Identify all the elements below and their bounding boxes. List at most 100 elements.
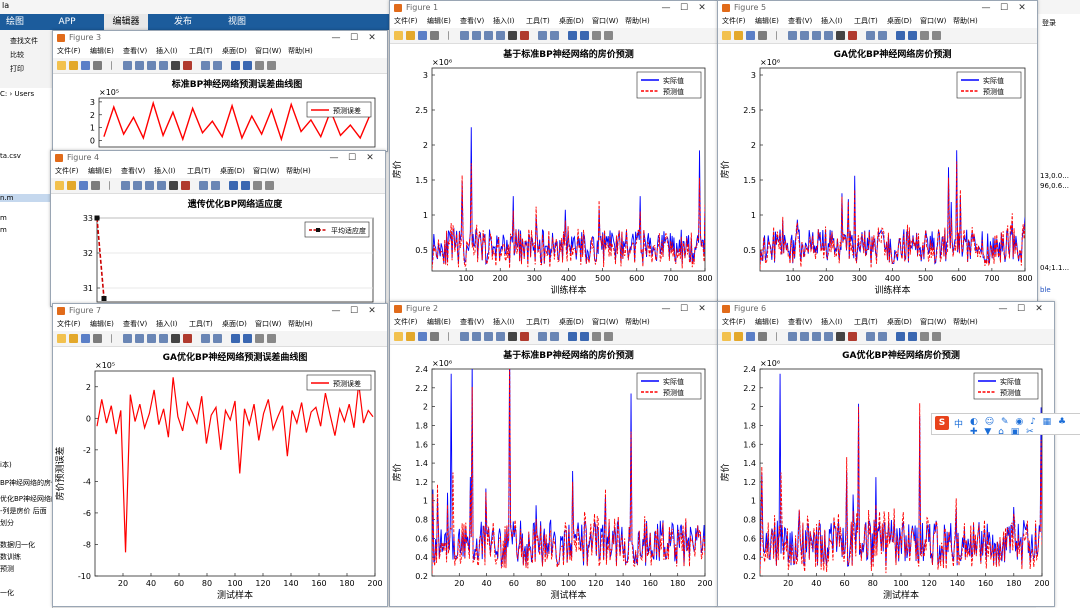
- link-icon[interactable]: [538, 31, 547, 40]
- menu-item[interactable]: 窗口(W): [920, 318, 947, 326]
- pointer-icon[interactable]: [776, 31, 786, 40]
- rotate-icon[interactable]: [824, 332, 833, 341]
- hide-tools-icon[interactable]: [253, 181, 262, 190]
- pan-icon[interactable]: [812, 332, 821, 341]
- legend-icon[interactable]: [896, 31, 905, 40]
- menu-item[interactable]: 工具(T): [854, 17, 878, 25]
- close-icon[interactable]: ✕: [368, 306, 376, 316]
- figure-chart[interactable]: 基于标准BP神经网络的房价预测×10⁶2.42.221.81.61.41.210…: [390, 345, 717, 606]
- minimize-icon[interactable]: —: [661, 304, 671, 314]
- insert-icon[interactable]: [580, 332, 589, 341]
- brush-icon[interactable]: [181, 181, 190, 190]
- rotate-icon[interactable]: [157, 181, 166, 190]
- menu-item[interactable]: 文件(F): [55, 167, 79, 175]
- zoom-in-icon[interactable]: [123, 61, 132, 70]
- zoom-in-icon[interactable]: [121, 181, 130, 190]
- new-figure-icon[interactable]: [57, 61, 66, 70]
- zoom-in-icon[interactable]: [788, 332, 797, 341]
- close-icon[interactable]: ✕: [368, 33, 376, 43]
- menu-item[interactable]: 插入(I): [493, 318, 515, 326]
- window-title-bar[interactable]: Figure 3 — ☐ ✕: [53, 31, 387, 45]
- window-title-bar[interactable]: Figure 6 — ☐ ✕: [718, 302, 1054, 316]
- zoom-in-icon[interactable]: [788, 31, 797, 40]
- hide-tools-icon[interactable]: [592, 332, 601, 341]
- close-icon[interactable]: ✕: [1018, 3, 1026, 13]
- open-icon[interactable]: [734, 332, 743, 341]
- menu-item[interactable]: 文件(F): [57, 47, 81, 55]
- legend-box[interactable]: [636, 372, 702, 400]
- print-icon[interactable]: [430, 332, 439, 341]
- window-title-bar[interactable]: Figure 7 — ☐ ✕: [53, 304, 387, 318]
- legend-box[interactable]: [306, 374, 372, 391]
- menu-item[interactable]: 窗口(W): [592, 17, 619, 25]
- insert-icon[interactable]: [243, 334, 252, 343]
- maximize-icon[interactable]: ☐: [679, 3, 689, 13]
- menu-item[interactable]: 工具(T): [526, 318, 550, 326]
- figure-chart[interactable]: 标准BP神经网络预测误差曲线图 ×10⁵ 3 2 1 0 预测误差: [53, 74, 387, 151]
- file-item[interactable]: m: [0, 226, 7, 234]
- menu-item[interactable]: 插入(I): [821, 17, 843, 25]
- zoom-in-icon[interactable]: [460, 31, 469, 40]
- zoom-in-icon[interactable]: [460, 332, 469, 341]
- menu-item[interactable]: 帮助(H): [953, 318, 978, 326]
- hide-tools-icon[interactable]: [592, 31, 601, 40]
- brush-icon[interactable]: [848, 31, 857, 40]
- pointer-icon[interactable]: [111, 334, 121, 343]
- pan-icon[interactable]: [147, 334, 156, 343]
- dock-icon[interactable]: [932, 332, 941, 341]
- legend-icon[interactable]: [568, 31, 577, 40]
- new-figure-icon[interactable]: [55, 181, 64, 190]
- new-figure-icon[interactable]: [57, 334, 66, 343]
- zoom-out-icon[interactable]: [135, 61, 144, 70]
- menu-item[interactable]: 工具(T): [187, 167, 211, 175]
- file-item[interactable]: ta.csv: [0, 152, 21, 160]
- menu-item[interactable]: 桌面(D): [559, 318, 584, 326]
- zoom-in-icon[interactable]: [123, 334, 132, 343]
- legend-icon[interactable]: [568, 332, 577, 341]
- file-item-selected[interactable]: n.m: [0, 194, 52, 202]
- input-method-bar[interactable]: S 中 ◐ ☺ ✎ ◉ ♪ ▦ ♣ ✚ ▼ ⌂ ▣ ✂: [931, 413, 1080, 437]
- menu-item[interactable]: 帮助(H): [625, 318, 650, 326]
- pointer-icon[interactable]: [448, 332, 458, 341]
- figure-window-2[interactable]: Figure 2 — ☐ ✕ 文件(F) 编辑(E) 查看(V) 插入(I) 工具(T) 桌面(D…: [389, 301, 718, 607]
- rotate-icon[interactable]: [496, 31, 505, 40]
- menu-item[interactable]: 窗口(W): [920, 17, 947, 25]
- save-icon[interactable]: [746, 332, 755, 341]
- save-icon[interactable]: [418, 31, 427, 40]
- close-icon[interactable]: ✕: [698, 304, 706, 314]
- data-cursor-icon[interactable]: [836, 332, 845, 341]
- insert-icon[interactable]: [243, 61, 252, 70]
- zoom-out-icon[interactable]: [472, 332, 481, 341]
- rotate-icon[interactable]: [496, 332, 505, 341]
- dock-icon[interactable]: [267, 334, 276, 343]
- open-icon[interactable]: [67, 181, 76, 190]
- save-icon[interactable]: [81, 61, 90, 70]
- data-cursor-icon[interactable]: [169, 181, 178, 190]
- legend-box[interactable]: [956, 71, 1022, 99]
- menu-item[interactable]: 桌面(D): [887, 17, 912, 25]
- print-icon[interactable]: [758, 31, 767, 40]
- tab-view[interactable]: 视图: [227, 17, 246, 27]
- menu-item[interactable]: 文件(F): [394, 318, 418, 326]
- figure-chart[interactable]: 基于标准BP神经网络的房价预测 ×10⁶ 3 2.5 2 1.5 1 0.5 100 200 300…: [390, 44, 717, 301]
- figure-window-5[interactable]: Figure 5 — ☐ ✕ 文件(F) 编辑(E) 查看(V) 插入(I) 工具(T) 桌面(D…: [717, 0, 1038, 302]
- dock-icon[interactable]: [267, 61, 276, 70]
- menu-item[interactable]: 查看(V): [123, 47, 148, 55]
- hide-tools-icon[interactable]: [920, 31, 929, 40]
- menu-item[interactable]: 工具(T): [854, 318, 878, 326]
- print-icon[interactable]: [91, 181, 100, 190]
- menu-item[interactable]: 查看(V): [460, 318, 485, 326]
- brush-icon[interactable]: [848, 332, 857, 341]
- close-icon[interactable]: ✕: [698, 3, 706, 13]
- menu-item[interactable]: 窗口(W): [255, 320, 282, 328]
- brush-icon[interactable]: [520, 332, 529, 341]
- menu-item[interactable]: 工具(T): [189, 47, 213, 55]
- menu-item[interactable]: 插入(I): [156, 47, 178, 55]
- figure-window-3[interactable]: Figure 3 — ☐ ✕ 文件(F) 编辑(E) 查看(V) 插入(I) 工具(T) 桌面(D…: [52, 30, 388, 152]
- link-icon[interactable]: [201, 61, 210, 70]
- figure-window-4[interactable]: Figure 4 — ☐ ✕ 文件(F) 编辑(E) 查看(V) 插入(I) 工具(T) 桌面(D…: [50, 150, 386, 307]
- menu-item[interactable]: 编辑(E): [88, 167, 112, 175]
- legend-box[interactable]: [306, 101, 372, 118]
- window-title-bar[interactable]: Figure 2 — ☐ ✕: [390, 302, 717, 316]
- menu-item[interactable]: 插入(I): [821, 318, 843, 326]
